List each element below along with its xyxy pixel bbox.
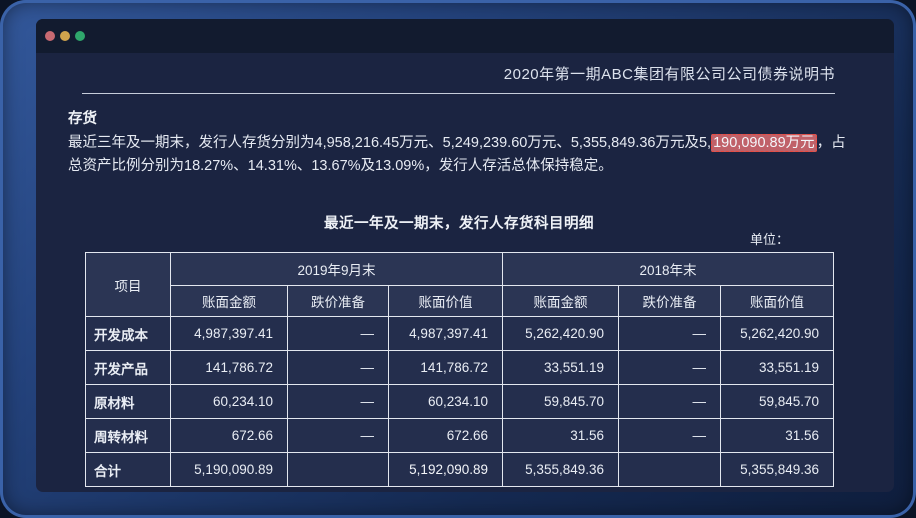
table-cell: 33,551.19	[720, 350, 834, 385]
column-header: 跌价准备	[618, 285, 721, 317]
table-cell: 5,262,420.90	[502, 316, 619, 351]
table-cell: 60,234.10	[170, 384, 288, 419]
inventory-table: 项目 2019年9月末 2018年末 账面金额 跌价准备 账面价值 账面金额 跌…	[85, 252, 834, 487]
table-row: 周转材料 672.66 — 672.66 31.56 — 31.56	[85, 418, 834, 453]
table-row: 原材料 60,234.10 — 60,234.10 59,845.70 — 59…	[85, 384, 834, 419]
table-cell: 5,190,090.89	[170, 452, 288, 487]
column-header: 账面金额	[170, 285, 288, 317]
table-title: 最近一年及一期末，发行人存货科目明细	[324, 216, 594, 232]
row-label: 开发成本	[85, 316, 171, 351]
column-header: 账面价值	[388, 285, 503, 317]
flagged-table-cell[interactable]: 5,192,090.89	[388, 452, 503, 487]
table-group-header-row: 项目 2019年9月末 2018年末	[85, 252, 834, 317]
table-row-total: 合计 5,190,090.89 5,192,090.89 5,355,849.3…	[85, 452, 834, 487]
table-cell: 5,355,849.36	[720, 452, 834, 487]
table-cell: 672.66	[388, 418, 503, 453]
title-bar	[36, 19, 894, 53]
table-cell	[618, 452, 721, 487]
column-header: 跌价准备	[287, 285, 389, 317]
table-cell: —	[287, 316, 389, 351]
document-header: 2020年第一期ABC集团有限公司公司债券说明书	[82, 63, 835, 94]
column-group-2019: 2019年9月末	[170, 252, 503, 286]
paragraph-line-1: 最近三年及一期末，发行人存货分别为4,958,216.45万元、5,249,23…	[68, 132, 846, 155]
table-cell: 5,262,420.90	[720, 316, 834, 351]
close-button[interactable]	[45, 31, 55, 41]
table-cell: 4,987,397.41	[170, 316, 288, 351]
table-cell: 31.56	[720, 418, 834, 453]
table-cell: 33,551.19	[502, 350, 619, 385]
table-cell: —	[618, 350, 721, 385]
table-cell: 672.66	[170, 418, 288, 453]
app-window: 2020年第一期ABC集团有限公司公司债券说明书 存货 最近三年及一期末，发行人…	[36, 19, 894, 492]
paragraph-line-2: 总资产比例分别为18.27%、14.31%、13.67%及13.09%，发行人存…	[68, 158, 613, 174]
row-label: 合计	[85, 452, 171, 487]
row-label: 周转材料	[85, 418, 171, 453]
table-cell: —	[618, 418, 721, 453]
column-header: 账面价值	[720, 285, 834, 317]
table-cell: —	[618, 384, 721, 419]
row-label: 开发产品	[85, 350, 171, 385]
unit-label: 单位：	[749, 232, 789, 247]
inventory-section: 存货 最近三年及一期末，发行人存货分别为4,958,216.45万元、5,249…	[68, 107, 846, 178]
table-cell: 5,355,849.36	[502, 452, 619, 487]
table-title-row: 最近一年及一期末，发行人存货科目明细 单位：	[85, 212, 833, 252]
table-cell: 141,786.72	[170, 350, 288, 385]
table-cell: —	[287, 350, 389, 385]
table-cell: —	[287, 418, 389, 453]
paragraph-text: 最近三年及一期末，发行人存货分别为4,958,216.45万元、5,249,23…	[68, 135, 712, 151]
column-header: 账面金额	[502, 285, 619, 317]
zoom-button[interactable]	[75, 31, 85, 41]
paragraph-text: ，占	[816, 135, 846, 151]
table-cell: 60,234.10	[388, 384, 503, 419]
table-cell: —	[618, 316, 721, 351]
table-cell: 31.56	[502, 418, 619, 453]
table-cell: 4,987,397.41	[388, 316, 503, 351]
section-heading: 存货	[68, 111, 97, 127]
table-cell: —	[287, 384, 389, 419]
table-subheader-row: 账面金额 跌价准备 账面价值 账面金额 跌价准备 账面价值	[86, 285, 834, 317]
minimize-button[interactable]	[60, 31, 70, 41]
flagged-text-highlight[interactable]: 190,090.89万元	[711, 134, 817, 152]
table-row: 开发成本 4,987,397.41 — 4,987,397.41 5,262,4…	[85, 316, 834, 351]
table-cell: 141,786.72	[388, 350, 503, 385]
table-cell: 59,845.70	[720, 384, 834, 419]
column-group-2018: 2018年末	[502, 252, 834, 286]
column-header-item: 项目	[85, 252, 171, 317]
row-label: 原材料	[85, 384, 171, 419]
table-cell	[287, 452, 389, 487]
table-cell: 59,845.70	[502, 384, 619, 419]
table-row: 开发产品 141,786.72 — 141,786.72 33,551.19 —…	[85, 350, 834, 385]
